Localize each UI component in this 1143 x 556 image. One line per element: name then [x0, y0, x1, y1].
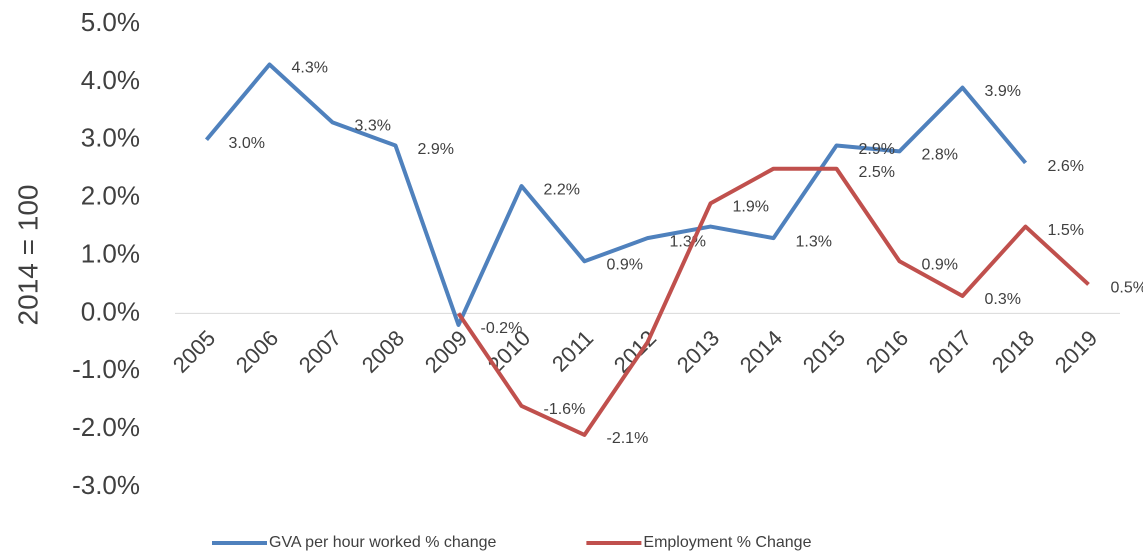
data-label: 1.9% — [733, 199, 769, 216]
series-line — [204, 62, 1028, 327]
data-label: -0.2% — [481, 320, 523, 337]
data-label: 2.9% — [418, 141, 454, 158]
x-tick-label: 2007 — [294, 325, 346, 377]
data-label: 0.5% — [1111, 280, 1143, 297]
y-tick-label: -2.0% — [72, 412, 140, 442]
x-tick-label: 2013 — [672, 325, 724, 377]
data-label: 1.5% — [1048, 222, 1084, 239]
y-axis-label: 2014 = 100 — [12, 185, 43, 326]
y-tick-label: -1.0% — [72, 354, 140, 384]
legend-label: Employment % Change — [643, 534, 811, 551]
y-tick-label: 2.0% — [81, 181, 140, 211]
data-label: 2.8% — [922, 147, 958, 164]
x-tick-label: 2019 — [1050, 325, 1102, 377]
data-label: -2.1% — [607, 430, 649, 447]
data-label: 3.0% — [229, 135, 265, 152]
data-label: 2.2% — [544, 181, 580, 198]
series-line — [456, 166, 1090, 437]
x-tick-label: 2015 — [798, 325, 850, 377]
data-label: 4.3% — [292, 60, 328, 77]
data-label: 3.9% — [985, 83, 1021, 100]
x-tick-label: 2008 — [357, 325, 409, 377]
y-tick-label: 3.0% — [81, 123, 140, 153]
x-tick-label: 2005 — [168, 325, 220, 377]
x-tick-label: 2018 — [987, 325, 1039, 377]
y-tick-label: 0.0% — [81, 296, 140, 326]
data-label: 2.6% — [1048, 158, 1084, 175]
data-label: 0.9% — [607, 257, 643, 274]
data-label: -1.6% — [544, 401, 586, 418]
data-label: 1.3% — [796, 233, 832, 250]
x-tick-label: 2016 — [861, 325, 913, 377]
data-label: 1.3% — [670, 233, 706, 250]
data-label: 2.5% — [859, 164, 895, 181]
y-tick-label: 1.0% — [81, 238, 140, 268]
x-tick-label: 2006 — [231, 325, 283, 377]
data-label: 0.3% — [985, 291, 1021, 308]
data-label: 2.9% — [859, 141, 895, 158]
y-tick-label: 4.0% — [81, 65, 140, 95]
y-tick-label: -3.0% — [72, 470, 140, 500]
legend-label: GVA per hour worked % change — [269, 534, 496, 551]
y-tick-label: 5.0% — [81, 7, 140, 37]
data-label: 0.9% — [922, 257, 958, 274]
x-tick-label: 2011 — [547, 325, 598, 376]
x-tick-label: 2017 — [924, 325, 976, 377]
x-tick-label: 2009 — [420, 325, 472, 377]
x-tick-label: 2014 — [735, 325, 787, 377]
data-label: 3.3% — [355, 118, 391, 135]
